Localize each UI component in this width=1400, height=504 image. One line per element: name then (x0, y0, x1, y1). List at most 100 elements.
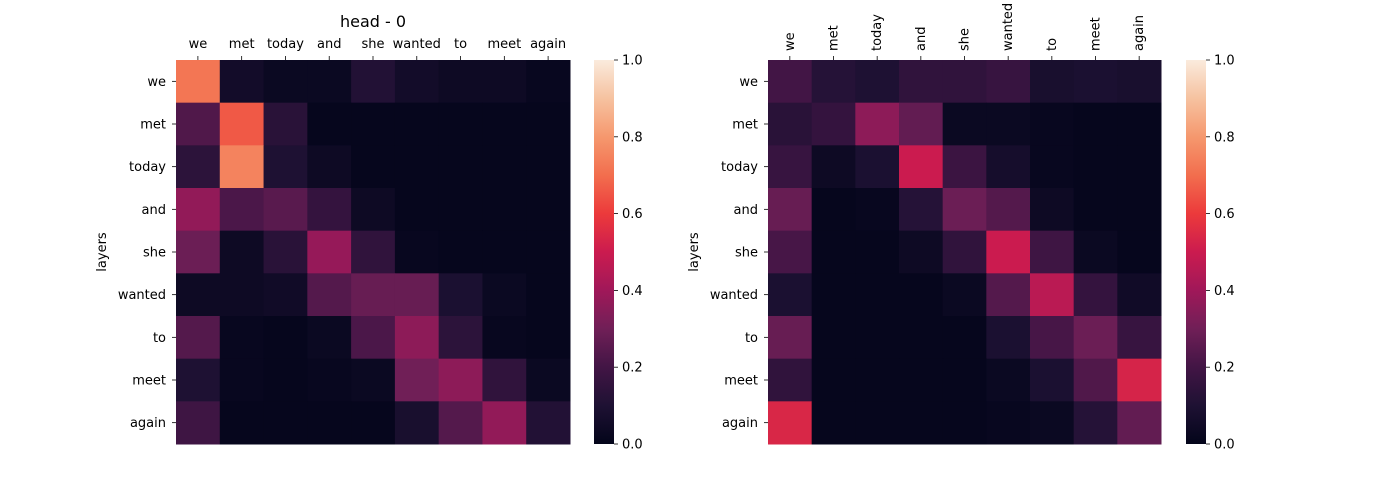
heatmap-cell (1030, 102, 1075, 146)
heatmap-cell (986, 401, 1031, 445)
heatmap-cell (438, 401, 483, 445)
heatmap-cell (307, 60, 352, 104)
heatmap-cell (942, 358, 987, 402)
colorbar-tick-label: 0.0 (1214, 438, 1235, 453)
heatmap-cell (811, 401, 856, 445)
heatmap-cell (394, 316, 440, 360)
y-tick-label: and (142, 203, 166, 218)
colorbar (1186, 60, 1206, 444)
heatmap-cell (1117, 188, 1162, 232)
heatmap-cell (263, 145, 308, 189)
heatmap-cell (855, 273, 900, 317)
heatmap-cell (438, 358, 483, 402)
heatmap-cell (176, 230, 221, 274)
y-tick-label: meet (132, 374, 166, 389)
heatmap-cell (482, 273, 527, 317)
heatmap-cell (1117, 145, 1162, 189)
heatmap-cell (351, 230, 396, 274)
colorbar-tick-label: 0.0 (622, 438, 643, 453)
heatmap-cell (482, 145, 527, 189)
heatmap-cell (438, 145, 483, 189)
heatmap-cell (176, 188, 221, 232)
heatmap-cell (394, 102, 440, 146)
heatmap-cell (1117, 273, 1162, 317)
y-tick-label: and (734, 203, 758, 218)
heatmap-cell (482, 401, 527, 445)
heatmap-cell (219, 230, 265, 274)
heatmap-cell (482, 316, 527, 360)
heatmap-cell (351, 102, 396, 146)
heatmap-cell (811, 273, 856, 317)
x-tick-label: meet (487, 37, 521, 52)
x-tick-label: and (317, 37, 341, 52)
heatmap-cell (811, 188, 856, 232)
heatmap-cell (438, 60, 483, 104)
heatmap-cell (263, 60, 308, 104)
heatmap-cell (1117, 401, 1162, 445)
heatmap-cell (768, 102, 813, 146)
heatmap-cell (263, 188, 308, 232)
heatmap-cell (351, 273, 396, 317)
heatmap-cell (768, 230, 813, 274)
heatmap-cell (986, 230, 1031, 274)
heatmap-cell (986, 316, 1031, 360)
heatmap-cell (219, 145, 265, 189)
colorbar-tick-label: 0.4 (1214, 284, 1235, 299)
heatmap-cell (482, 230, 527, 274)
heatmap-cell (351, 60, 396, 104)
heatmap-cell (438, 102, 483, 146)
heatmap-cell (176, 102, 221, 146)
heatmap-cell (438, 273, 483, 317)
heatmap-cell (1073, 102, 1118, 146)
heatmap-cell (263, 401, 308, 445)
heatmap-cell (263, 102, 308, 146)
x-tick-label: today (870, 14, 885, 51)
x-tick-label: meet (1089, 17, 1104, 51)
heatmap-cell (768, 188, 813, 232)
heatmap-cell (176, 273, 221, 317)
heatmap-cell (351, 145, 396, 189)
heatmap-cell (176, 316, 221, 360)
heatmap-cell (768, 60, 813, 104)
heatmap-cell (307, 316, 352, 360)
heatmap-cell (1073, 145, 1118, 189)
colorbar-tick-label: 0.2 (1214, 361, 1235, 376)
heatmap-cell (263, 230, 308, 274)
heatmap-cell (526, 188, 571, 232)
heatmap-panel-1: we met today and she wanted to meet again we met to… (687, 3, 1235, 453)
y-tick-label: met (732, 118, 758, 133)
y-tick-label: wanted (118, 288, 166, 303)
heatmap-cell (176, 401, 221, 445)
x-tick-label: we (189, 37, 208, 52)
heatmap-cell (986, 60, 1031, 104)
y-tick-label: she (143, 246, 166, 261)
heatmap-cell (1117, 230, 1162, 274)
heatmap-cell (899, 273, 944, 317)
y-tick-label: we (147, 75, 166, 90)
heatmap-panel-0: head - 0 we met today and she wanted to meet agai… (95, 12, 643, 453)
heatmap-cell (307, 145, 352, 189)
y-tick-label: we (739, 75, 758, 90)
heatmap-cell (394, 358, 440, 402)
chart-title: head - 0 (340, 12, 406, 31)
heatmap-cell (855, 60, 900, 104)
colorbar-tick-label: 1.0 (1214, 54, 1235, 69)
heatmap-cell (855, 316, 900, 360)
heatmap-cell (307, 358, 352, 402)
heatmap-cell (394, 401, 440, 445)
heatmap-cell (394, 273, 440, 317)
y-tick-label: wanted (710, 288, 758, 303)
heatmap-cell (811, 60, 856, 104)
heatmap-cell (1117, 316, 1162, 360)
y-tick-label: again (722, 416, 758, 431)
heatmap-cell (526, 316, 571, 360)
heatmap-cell (219, 316, 265, 360)
heatmap-cell (1073, 60, 1118, 104)
heatmap-cell (1073, 316, 1118, 360)
heatmap-cell (482, 60, 527, 104)
heatmap-cell (1030, 316, 1075, 360)
heatmap-cell (438, 188, 483, 232)
heatmap-cell (855, 145, 900, 189)
colorbar-tick-label: 0.6 (622, 207, 643, 222)
